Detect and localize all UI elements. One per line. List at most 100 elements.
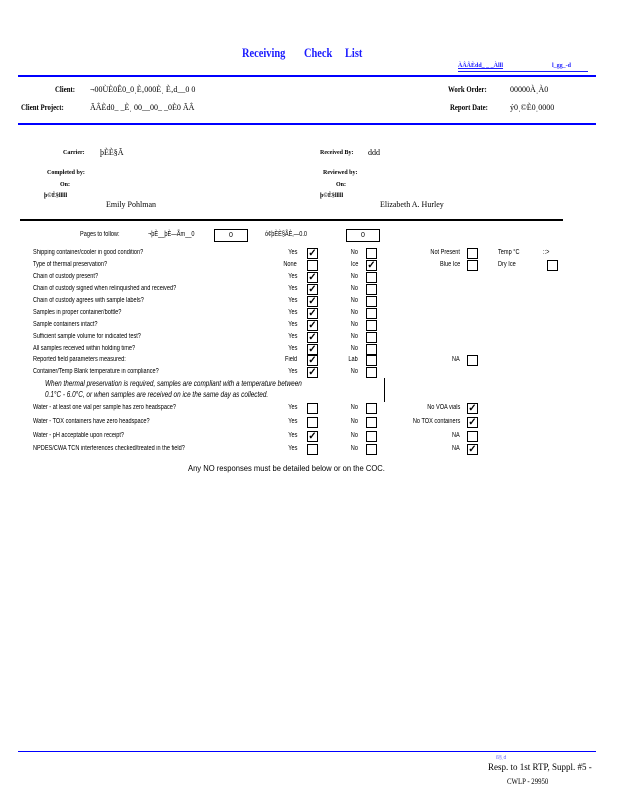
question-text: Sufficient sample volume for indicated t… xyxy=(33,333,141,340)
answer-checkbox[interactable] xyxy=(366,248,377,259)
carrier-value: þÈÈ§Ã xyxy=(100,148,124,157)
answer-label: No xyxy=(350,432,358,439)
temp-value[interactable]: ::> xyxy=(543,249,550,256)
answer-checkbox[interactable] xyxy=(467,431,478,442)
answer-checkbox[interactable]: ✓ xyxy=(307,367,318,378)
answer-checkbox[interactable] xyxy=(366,403,377,414)
answer-label: Yes xyxy=(287,297,297,304)
carrier-label: Carrier: xyxy=(63,150,85,156)
completed-on-value: þ©Ê§lllll xyxy=(44,193,68,199)
answer-label: No xyxy=(350,404,358,411)
header-code: ÀÂÂÈdd_ _ _Àlll xyxy=(458,63,504,69)
answer-checkbox[interactable] xyxy=(366,284,377,295)
count-field-2[interactable]: 0 xyxy=(346,229,380,242)
answer-checkbox[interactable] xyxy=(467,248,478,259)
answer-checkbox[interactable]: ✓ xyxy=(366,260,377,271)
completed-by-label: Completed by: xyxy=(47,170,85,176)
answer-checkbox[interactable]: ✓ xyxy=(307,248,318,259)
count-field-2-label: ó¢þÈÈ§ÃÈ‚—0.0 xyxy=(265,231,308,238)
count-field-1-label: ¬þÈ__þÈ—Ãm__0 xyxy=(148,231,195,238)
answer-checkbox[interactable] xyxy=(467,260,478,271)
answer-label: Ice xyxy=(350,261,358,268)
answer-label: No xyxy=(350,445,358,452)
answer-checkbox[interactable] xyxy=(366,367,377,378)
answer-checkbox[interactable]: ✓ xyxy=(307,344,318,355)
answer-label: Lab xyxy=(348,356,358,363)
client-label: Client: xyxy=(55,85,76,94)
extra-label: Temp °C xyxy=(498,249,520,256)
header-divider xyxy=(18,123,596,125)
answer-checkbox[interactable] xyxy=(307,444,318,455)
answer-checkbox[interactable] xyxy=(467,355,478,366)
reviewed-on-label: On: xyxy=(336,182,347,188)
report-date-label: Report Date: xyxy=(450,103,488,112)
reviewed-by-name: Elizabeth A. Hurley xyxy=(380,200,444,209)
question-text: Type of thermal preservation? xyxy=(33,261,108,268)
answer-checkbox[interactable]: ✓ xyxy=(307,355,318,366)
answer-checkbox[interactable] xyxy=(307,417,318,428)
answer-checkbox[interactable] xyxy=(366,417,377,428)
answer-label: No TOX containers xyxy=(412,418,460,425)
reviewed-by-label: Reviewed by: xyxy=(323,170,358,176)
answer-checkbox[interactable] xyxy=(307,260,318,271)
answer-label: No xyxy=(350,345,358,352)
answer-checkbox[interactable] xyxy=(366,332,377,343)
answer-label: Yes xyxy=(287,285,297,292)
question-text: Chain of custody present? xyxy=(33,273,99,280)
answer-label: Yes xyxy=(287,309,297,316)
completed-on-label: On: xyxy=(60,182,71,188)
footer-stamp: Resp. to 1st RTP, Suppl. #5 - xyxy=(488,762,592,772)
answer-checkbox[interactable] xyxy=(307,403,318,414)
answer-checkbox[interactable]: ✓ xyxy=(307,296,318,307)
question-text: All samples received within holding time… xyxy=(33,345,136,352)
answer-checkbox[interactable] xyxy=(366,355,377,366)
footnote: Any NO responses must be detailed below … xyxy=(188,464,385,473)
answer-checkbox[interactable]: ✓ xyxy=(307,431,318,442)
answer-checkbox[interactable]: ✓ xyxy=(467,444,478,455)
signoff-divider xyxy=(20,219,563,221)
question-text: Sample containers intact? xyxy=(33,321,98,328)
answer-label: No xyxy=(350,297,358,304)
answer-checkbox[interactable] xyxy=(366,272,377,283)
client-project-label: Client Project: xyxy=(21,103,64,112)
answer-label: NA xyxy=(452,356,460,363)
answer-checkbox[interactable] xyxy=(366,308,377,319)
report-date-value: ý0ˌ©È0ˌ0000 xyxy=(510,103,555,112)
answer-checkbox[interactable] xyxy=(366,431,377,442)
answer-label: Field xyxy=(284,356,297,363)
answer-checkbox[interactable] xyxy=(366,444,377,455)
completed-by-name: Emily Pohlman xyxy=(106,200,156,209)
footer-mark: ß§ˌd xyxy=(496,755,507,761)
title-word: Receiving xyxy=(242,45,286,60)
answer-checkbox[interactable]: ✓ xyxy=(307,272,318,283)
answer-label: No xyxy=(350,368,358,375)
answer-checkbox[interactable]: ✓ xyxy=(307,320,318,331)
note-bracket xyxy=(384,378,385,402)
answer-checkbox[interactable] xyxy=(366,344,377,355)
answer-label: No xyxy=(350,321,358,328)
answer-label: No xyxy=(350,309,358,316)
title-word: Check xyxy=(304,45,333,60)
answer-checkbox[interactable]: ✓ xyxy=(307,332,318,343)
answer-label: No xyxy=(350,273,358,280)
answer-label: Yes xyxy=(287,273,297,280)
answer-label: NA xyxy=(452,432,460,439)
note-line: When thermal preservation is required, s… xyxy=(45,379,302,388)
question-text: Water - TOX containers have zero headspa… xyxy=(33,418,150,425)
answer-checkbox[interactable]: ✓ xyxy=(467,417,478,428)
count-field-1[interactable]: 0 xyxy=(214,229,248,242)
answer-checkbox[interactable]: ✓ xyxy=(307,284,318,295)
answer-checkbox[interactable] xyxy=(366,296,377,307)
answer-checkbox[interactable]: ✓ xyxy=(467,403,478,414)
answer-label: No xyxy=(350,249,358,256)
answer-checkbox[interactable] xyxy=(366,320,377,331)
question-text: Container/Temp Blank temperature in comp… xyxy=(33,368,159,375)
question-text: Water - pH acceptable upon receipt? xyxy=(33,432,124,439)
footer-doc-id: CWLP - 29950 xyxy=(507,777,549,786)
header-underline xyxy=(458,71,588,72)
answer-checkbox[interactable] xyxy=(547,260,558,271)
answer-checkbox[interactable]: ✓ xyxy=(307,308,318,319)
answer-label: Yes xyxy=(287,445,297,452)
title-word: List xyxy=(345,45,363,60)
